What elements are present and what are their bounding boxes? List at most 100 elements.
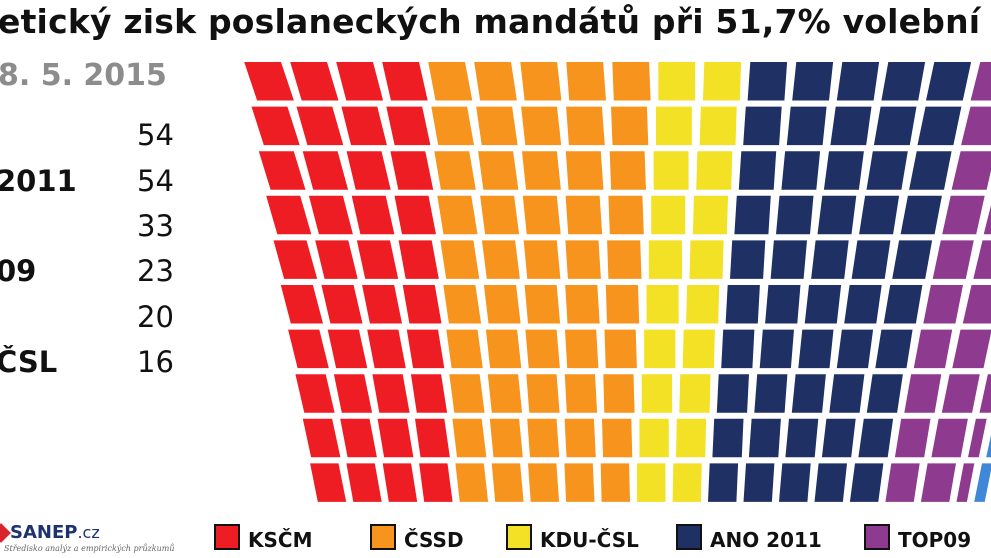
seat (644, 329, 676, 369)
seat (520, 62, 562, 101)
seat (419, 463, 453, 502)
seat (251, 106, 300, 146)
legend-swatch (864, 524, 890, 550)
result-seats: 20 (137, 300, 174, 334)
seat (983, 205, 991, 235)
seat (900, 195, 942, 235)
legend-swatch (370, 524, 396, 550)
result-seats: 54 (137, 118, 174, 152)
seat (696, 151, 733, 190)
seat (455, 463, 489, 502)
seat (956, 463, 975, 502)
legend-label: KSČM (248, 528, 313, 552)
seat (415, 418, 450, 458)
seat (986, 435, 991, 458)
result-name: 09 (0, 254, 37, 288)
seat (651, 195, 686, 235)
logo-name: SANEP.cz (10, 522, 100, 543)
seat (743, 106, 782, 146)
seat (258, 151, 306, 190)
seat (641, 374, 673, 413)
seat (565, 240, 601, 279)
result-seats: 23 (137, 254, 174, 288)
seat (565, 329, 599, 369)
seat (653, 151, 689, 190)
seat (873, 106, 917, 146)
seat (747, 62, 788, 101)
seat (605, 285, 640, 324)
seat (564, 374, 598, 413)
seat (970, 62, 991, 101)
seat (968, 418, 987, 458)
seat (443, 285, 482, 324)
seat (428, 62, 473, 101)
seat (525, 329, 560, 369)
seat (394, 195, 436, 235)
seat (909, 151, 952, 190)
seat (524, 285, 561, 324)
seat (814, 463, 847, 502)
seat (372, 374, 410, 413)
seat (703, 62, 742, 101)
seat (489, 418, 523, 458)
seat (770, 240, 807, 279)
seat (866, 151, 908, 190)
seat (658, 62, 696, 101)
seat (527, 418, 560, 458)
seat (386, 106, 431, 146)
seat (859, 195, 900, 235)
seat (730, 240, 766, 279)
seat (962, 285, 991, 324)
seat (406, 329, 445, 369)
seat (398, 240, 439, 279)
seat (565, 195, 603, 235)
seat (476, 106, 518, 146)
seat (712, 418, 744, 458)
seat (716, 374, 749, 413)
seat (686, 285, 720, 324)
seat (521, 106, 562, 146)
seat (679, 374, 711, 413)
seat (356, 240, 399, 279)
seat (798, 329, 834, 369)
seat (474, 62, 517, 101)
seat (612, 62, 651, 101)
seat (273, 240, 318, 279)
seat (941, 374, 980, 413)
seat (566, 62, 606, 101)
legend-swatch (214, 524, 240, 550)
seat (708, 463, 739, 502)
seat (725, 285, 760, 324)
seat (692, 195, 728, 235)
seat (478, 151, 519, 190)
seat (382, 463, 418, 502)
seat (377, 418, 414, 458)
seat (340, 418, 377, 458)
seat (637, 463, 666, 502)
seat (302, 418, 341, 458)
legend-label: ČSSD (404, 528, 464, 552)
seat (367, 329, 406, 369)
seat (699, 106, 737, 146)
seat (336, 62, 384, 101)
seat (296, 106, 344, 146)
seat (480, 195, 520, 235)
seat (952, 329, 991, 369)
seat (310, 463, 347, 502)
seat (526, 374, 560, 413)
seat (858, 418, 894, 458)
seat (785, 418, 819, 458)
seat (523, 240, 561, 279)
seat (917, 106, 962, 146)
seat (434, 151, 476, 190)
seat (836, 329, 874, 369)
seat (482, 240, 520, 279)
seat (676, 418, 707, 458)
seat (566, 106, 605, 146)
seat (973, 240, 991, 279)
seat (883, 285, 923, 324)
seat (844, 285, 882, 324)
seat (402, 285, 442, 324)
seat (836, 62, 880, 101)
seat (892, 240, 933, 279)
